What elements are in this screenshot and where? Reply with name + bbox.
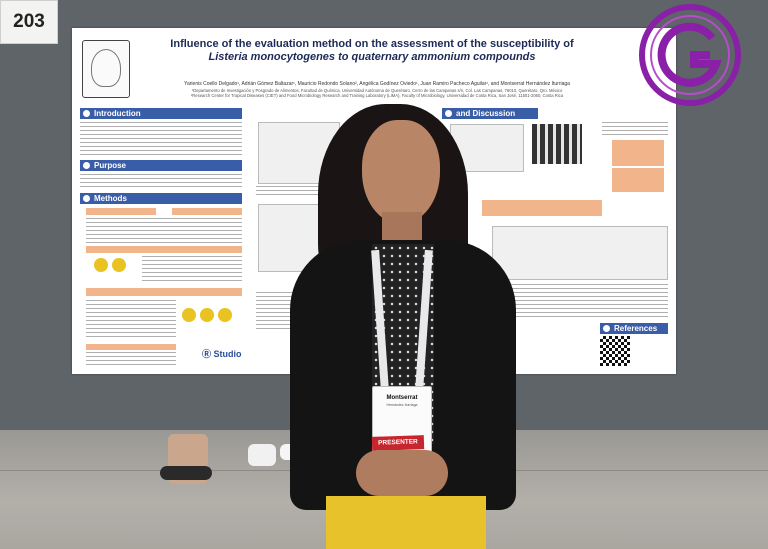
introduction-heading: Introduction [94, 109, 141, 118]
booth-number-sign: 203 [0, 0, 58, 44]
purpose-heading: Purpose [94, 161, 127, 170]
disc-icon [182, 308, 196, 322]
methods-subheading-1 [86, 208, 156, 215]
results-table [492, 226, 668, 280]
poster-authors: Yarienis Coello Delgado¹, Adrián Gómez B… [184, 81, 570, 87]
discussion-heading: and Discussion [456, 109, 516, 118]
purpose-text [80, 174, 242, 190]
poster-title-line2: Listeria monocytogenes to quaternary amm… [208, 51, 536, 63]
disc-icon [218, 308, 232, 322]
references-heading: References [614, 324, 658, 333]
background-sandal [160, 466, 212, 480]
section-purpose: Purpose [80, 160, 242, 171]
person-yellow-pants [326, 496, 486, 549]
disc-icon [112, 258, 126, 272]
booth-number: 203 [13, 11, 45, 32]
university-logo [82, 40, 130, 98]
methods-subheading-4 [86, 288, 242, 296]
methods-text-3 [86, 300, 176, 340]
disc-icon [200, 308, 214, 322]
results-bar-figure [532, 124, 582, 164]
qr-code-icon [600, 336, 630, 366]
section-methods: Methods [80, 193, 242, 204]
poster-affiliations: ¹Departamento de Investigación y Posgrad… [142, 88, 612, 98]
disc-icon [94, 258, 108, 272]
poster-title: Influence of the evaluation method on th… [142, 38, 602, 64]
methods-subheading-5 [86, 344, 176, 350]
section-references: References [600, 323, 668, 334]
badge-subtitle: Hernández Iturriaga [386, 403, 418, 407]
well-method-box [612, 140, 664, 166]
studio-logo: Ⓡ Studio [202, 349, 242, 359]
methods-text-2 [142, 256, 242, 284]
person-clasped-hands [356, 450, 448, 496]
affiliation-1: ¹Departamento de Investigación y Posgrad… [191, 88, 563, 93]
agar-diffusion-illustration [94, 258, 126, 272]
suspension-illustration [182, 308, 232, 322]
section-discussion: and Discussion [442, 108, 538, 119]
background-sneaker-left [248, 444, 276, 466]
methods-subheading-2 [172, 208, 242, 215]
methods-text-1 [86, 218, 242, 244]
discussion-text [502, 284, 668, 320]
methods-subheading-3 [86, 246, 242, 253]
watermark-g-logo-icon [639, 4, 741, 106]
section-introduction: Introduction [80, 108, 242, 119]
affiliation-2: ²Research Center for Tropical Diseases (… [190, 93, 564, 98]
studio-label: Studio [213, 349, 242, 359]
person-face [362, 120, 440, 224]
methods-text-4 [86, 352, 176, 366]
highlight-box [482, 200, 602, 216]
disc-method-box [612, 168, 664, 192]
badge-name: Montserrat [386, 395, 418, 401]
introduction-text [80, 122, 242, 156]
presenter-ribbon: PRESENTER [371, 435, 425, 451]
poster-title-line1: Influence of the evaluation method on th… [170, 38, 574, 50]
methods-heading: Methods [94, 194, 127, 203]
results-notes-1 [602, 122, 668, 136]
